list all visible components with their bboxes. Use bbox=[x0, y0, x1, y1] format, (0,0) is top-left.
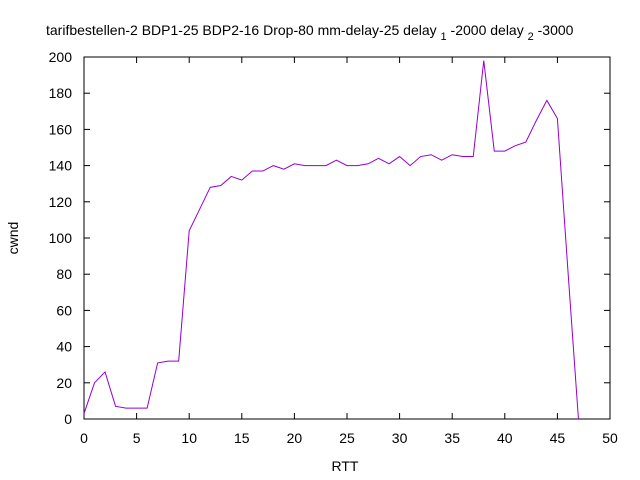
chart-title-end: -3000 bbox=[538, 22, 574, 38]
chart-title-main: tarifbestellen-2 BDP1-25 BDP2-16 Drop-80… bbox=[46, 22, 437, 38]
y-tick-label: 20 bbox=[56, 375, 72, 391]
x-tick-label: 45 bbox=[550, 430, 566, 446]
y-tick-label: 180 bbox=[49, 85, 73, 101]
y-axis-label: cwnd bbox=[5, 222, 21, 255]
ticks bbox=[83, 56, 611, 420]
chart-title-sub2: 2 bbox=[528, 31, 534, 43]
y-tick-label: 40 bbox=[56, 339, 72, 355]
chart-title: tarifbestellen-2 BDP1-25 BDP2-16 Drop-80… bbox=[46, 22, 574, 43]
plot-border bbox=[83, 56, 611, 420]
x-tick-label: 50 bbox=[602, 430, 618, 446]
x-tick-label: 40 bbox=[497, 430, 513, 446]
y-tick-label: 140 bbox=[49, 158, 73, 174]
tick-labels: 0 5 10 15 20 25 30 35 40 45 50 0 20 40 60 80 100 120 140 16… bbox=[49, 49, 618, 446]
x-tick-label: 5 bbox=[133, 430, 141, 446]
y-tick-label: 60 bbox=[56, 302, 72, 318]
x-tick-label: 0 bbox=[80, 430, 88, 446]
x-tick-label: 25 bbox=[339, 430, 355, 446]
axes bbox=[83, 56, 611, 420]
y-tick-label: 120 bbox=[49, 194, 73, 210]
x-tick-label: 10 bbox=[181, 430, 197, 446]
x-axis-label: RTT bbox=[332, 458, 359, 474]
series bbox=[83, 60, 579, 420]
x-tick-label: 35 bbox=[444, 430, 460, 446]
y-tick-label: 160 bbox=[49, 121, 73, 137]
x-tick-label: 15 bbox=[234, 430, 250, 446]
x-tick-label: 20 bbox=[287, 430, 303, 446]
series-line bbox=[83, 60, 579, 420]
y-tick-label: 200 bbox=[49, 49, 73, 65]
y-tick-label: 100 bbox=[49, 230, 73, 246]
y-tick-label: 0 bbox=[64, 411, 72, 427]
y-tick-label: 80 bbox=[56, 266, 72, 282]
chart-title-mid: -2000 delay bbox=[451, 22, 524, 38]
chart-title-sub1: 1 bbox=[441, 31, 447, 43]
x-tick-label: 30 bbox=[392, 430, 408, 446]
